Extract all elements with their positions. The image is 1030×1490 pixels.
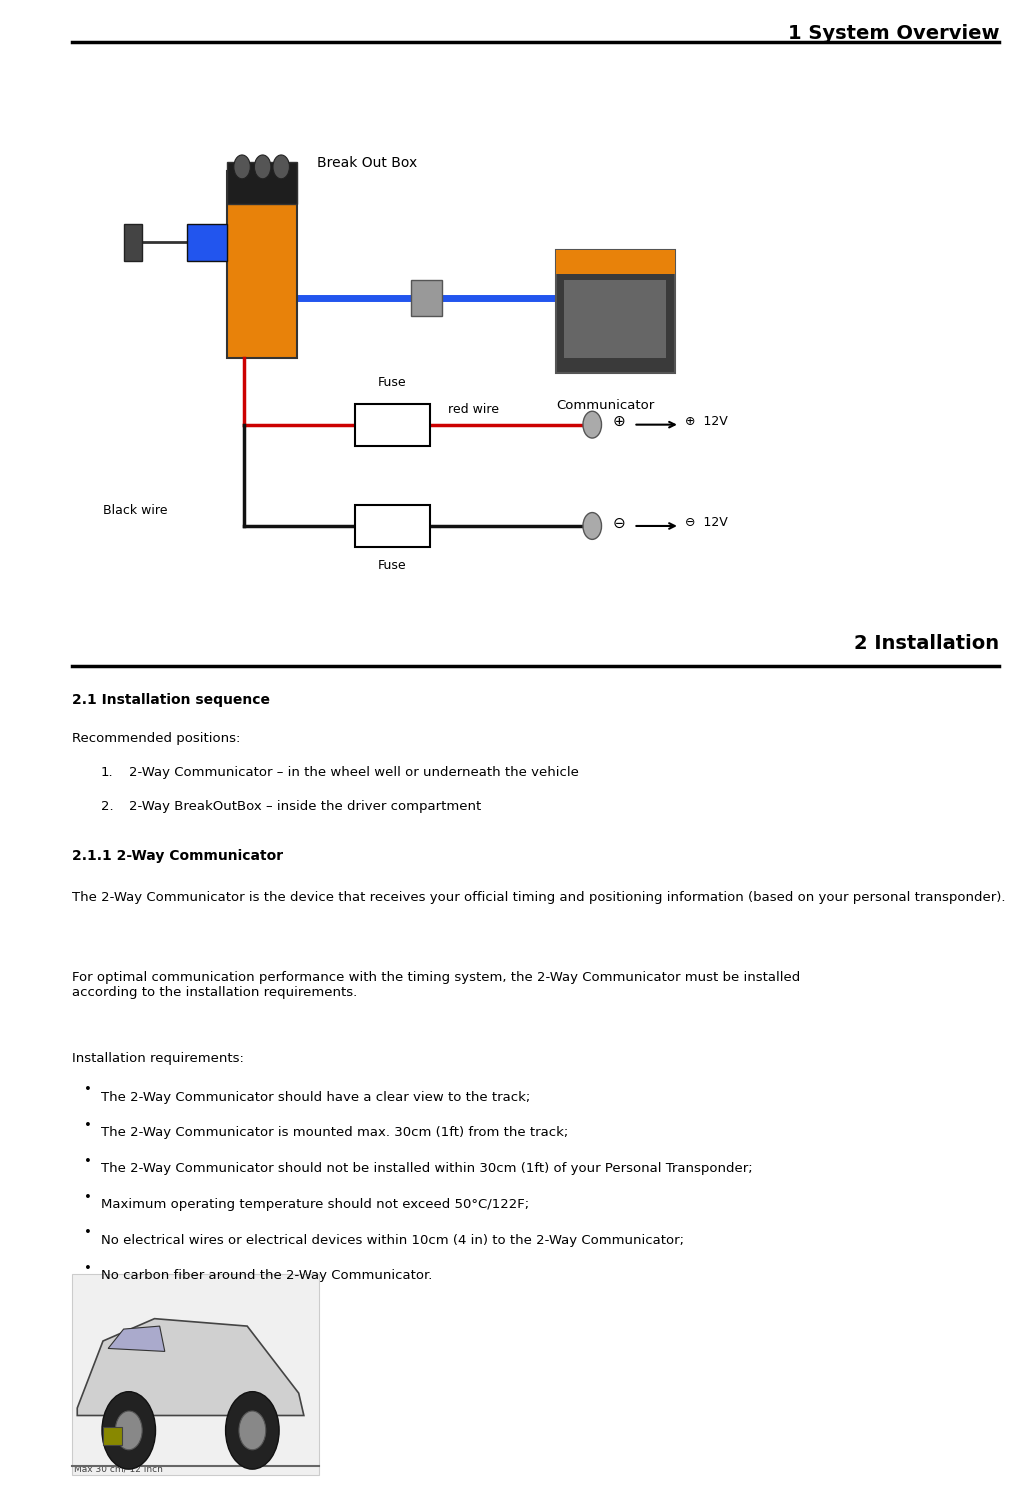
FancyBboxPatch shape [355, 505, 430, 547]
FancyBboxPatch shape [72, 1274, 319, 1475]
Text: ⊕: ⊕ [613, 414, 625, 429]
Text: 2.: 2. [101, 800, 113, 814]
FancyBboxPatch shape [556, 250, 675, 372]
Text: •: • [84, 1119, 93, 1132]
Text: The 2-Way Communicator should have a clear view to the track;: The 2-Way Communicator should have a cle… [101, 1091, 530, 1104]
Text: 2 Installation: 2 Installation [854, 633, 999, 653]
Text: 2-Way Communicator – in the wheel well or underneath the vehicle: 2-Way Communicator – in the wheel well o… [129, 766, 579, 779]
Text: Max 30 cm/ 12 inch: Max 30 cm/ 12 inch [74, 1465, 163, 1474]
Text: ⊖: ⊖ [613, 516, 625, 530]
FancyBboxPatch shape [227, 171, 297, 358]
Text: •: • [84, 1155, 93, 1168]
Text: •: • [84, 1262, 93, 1275]
Text: Fuse: Fuse [378, 375, 407, 389]
FancyBboxPatch shape [227, 162, 297, 204]
Circle shape [254, 155, 271, 179]
Circle shape [102, 1392, 156, 1469]
Circle shape [239, 1411, 266, 1450]
FancyBboxPatch shape [187, 224, 227, 261]
FancyBboxPatch shape [556, 250, 675, 274]
Circle shape [583, 411, 602, 438]
Text: The 2-Way Communicator should not be installed within 30cm (1ft) of your Persona: The 2-Way Communicator should not be ins… [101, 1162, 753, 1176]
FancyBboxPatch shape [411, 280, 442, 316]
Text: Communicator: Communicator [556, 399, 654, 413]
Text: ⊖  12V: ⊖ 12V [685, 517, 728, 529]
Text: •: • [84, 1226, 93, 1240]
Text: 2.1 Installation sequence: 2.1 Installation sequence [72, 693, 270, 706]
Text: •: • [84, 1083, 93, 1097]
Text: Installation requirements:: Installation requirements: [72, 1052, 244, 1065]
Text: No carbon fiber around the 2-Way Communicator.: No carbon fiber around the 2-Way Communi… [101, 1269, 433, 1283]
FancyBboxPatch shape [103, 1427, 122, 1445]
Polygon shape [108, 1326, 165, 1351]
Text: red wire: red wire [448, 402, 500, 416]
Text: •: • [84, 1191, 93, 1204]
Text: 2.1.1 2-Way Communicator: 2.1.1 2-Way Communicator [72, 849, 283, 863]
Text: The 2-Way Communicator is mounted max. 30cm (1ft) from the track;: The 2-Way Communicator is mounted max. 3… [101, 1126, 569, 1140]
Polygon shape [77, 1319, 304, 1416]
Circle shape [273, 155, 289, 179]
FancyBboxPatch shape [124, 224, 142, 261]
Circle shape [226, 1392, 279, 1469]
FancyBboxPatch shape [355, 404, 430, 446]
Text: Black wire: Black wire [103, 504, 168, 517]
Text: Recommended positions:: Recommended positions: [72, 732, 240, 745]
Text: For optimal communication performance with the timing system, the 2-Way Communic: For optimal communication performance wi… [72, 971, 800, 1000]
FancyBboxPatch shape [564, 280, 666, 358]
Text: 2-Way BreakOutBox – inside the driver compartment: 2-Way BreakOutBox – inside the driver co… [129, 800, 481, 814]
Text: No electrical wires or electrical devices within 10cm (4 in) to the 2-Way Commun: No electrical wires or electrical device… [101, 1234, 684, 1247]
Text: 1.: 1. [101, 766, 113, 779]
Circle shape [115, 1411, 142, 1450]
Circle shape [234, 155, 250, 179]
Text: Fuse: Fuse [378, 559, 407, 572]
Text: Maximum operating temperature should not exceed 50°C/122F;: Maximum operating temperature should not… [101, 1198, 529, 1211]
Circle shape [583, 513, 602, 539]
Text: 1 System Overview: 1 System Overview [788, 24, 999, 43]
Text: Break Out Box: Break Out Box [317, 156, 417, 170]
Text: The 2-Way Communicator is the device that receives your official timing and posi: The 2-Way Communicator is the device tha… [72, 891, 1005, 904]
Text: ⊕  12V: ⊕ 12V [685, 416, 728, 428]
